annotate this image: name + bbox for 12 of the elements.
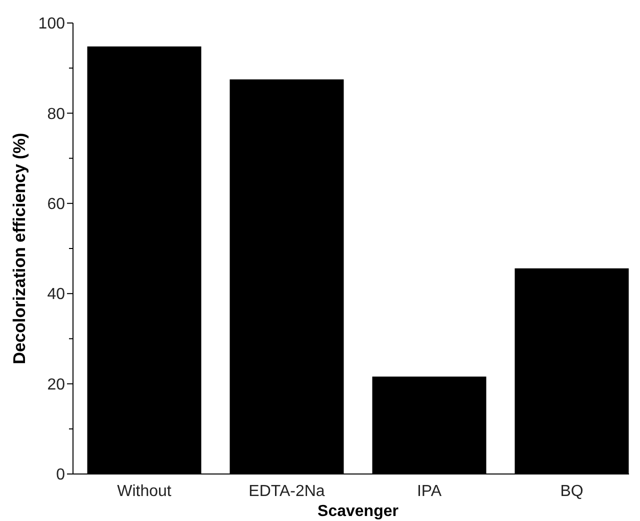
y-tick-label: 20 [47, 376, 66, 394]
x-tick-label: IPA [416, 483, 442, 500]
y-tick-label: 40 [47, 286, 66, 304]
y-tick-label: 60 [47, 196, 66, 213]
x-tick-label: BQ [560, 483, 584, 500]
y-tick-label: 100 [38, 16, 66, 33]
y-tick-label: 0 [56, 466, 66, 484]
y-tick-label: 80 [47, 106, 66, 123]
x-axis-title: Scavenger [318, 503, 398, 520]
x-tick-label: EDTA-2Na [248, 483, 325, 500]
y-axis-title: Decolorization efficiency (%) [10, 132, 29, 364]
x-tick-label: Without [117, 483, 172, 500]
